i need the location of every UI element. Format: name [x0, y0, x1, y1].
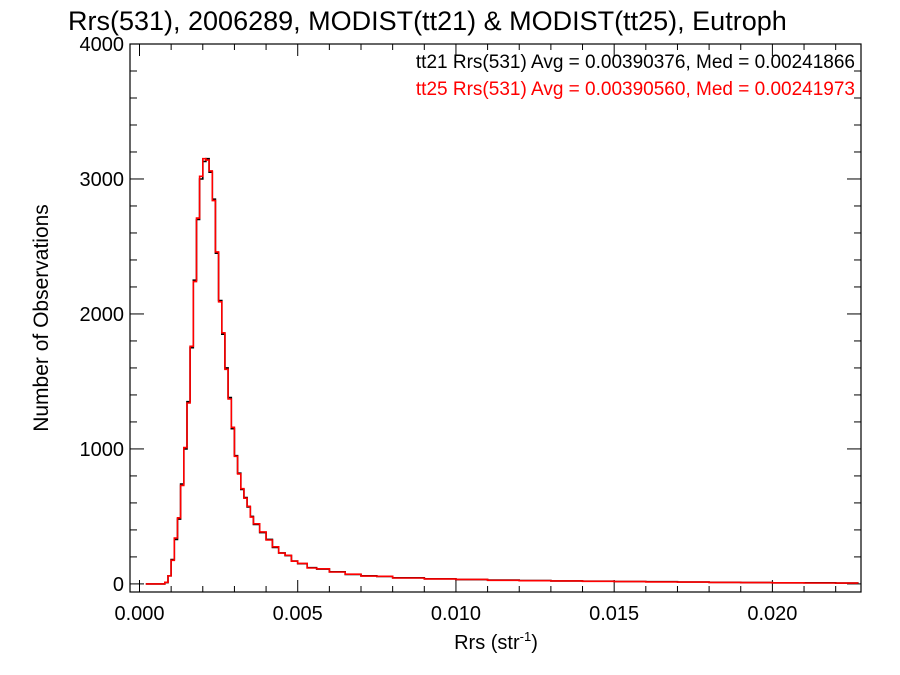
- x-tick-label: 0.010: [431, 603, 481, 625]
- chart-title: Rrs(531), 2006289, MODIST(tt21) & MODIST…: [68, 6, 787, 36]
- x-axis-ticks: 0.000 0.005 0.010 0.015 0.020: [114, 44, 837, 625]
- x-tick-label: 0.000: [114, 603, 164, 625]
- x-axis-label-main: Rrs (str: [454, 632, 520, 654]
- plot-frame: [129, 43, 862, 593]
- y-tick-label: 0: [113, 574, 124, 596]
- x-tick-label: 0.005: [273, 603, 323, 625]
- series-line-tt25: [145, 157, 859, 585]
- y-tick-label: 3000: [80, 169, 125, 191]
- y-tick-label: 2000: [80, 304, 125, 326]
- x-tick-label: 0.020: [747, 603, 797, 625]
- x-axis-label-suffix: ): [531, 632, 538, 654]
- y-axis-ticks: 0 1000 2000 3000 4000: [80, 34, 861, 596]
- x-axis-label: Rrs (str-1): [454, 629, 538, 654]
- series-layer: [145, 157, 859, 585]
- legend-entry-tt25: tt25 Rrs(531) Avg = 0.00390560, Med = 0.…: [416, 79, 855, 100]
- y-tick-label: 1000: [80, 439, 125, 461]
- y-tick-label: 4000: [80, 34, 125, 56]
- legend-entry-tt21: tt21 Rrs(531) Avg = 0.00390376, Med = 0.…: [416, 52, 855, 73]
- y-axis-label: Number of Observations: [30, 204, 53, 432]
- x-tick-label: 0.015: [589, 603, 639, 625]
- x-axis-label-superscript: -1: [520, 629, 532, 644]
